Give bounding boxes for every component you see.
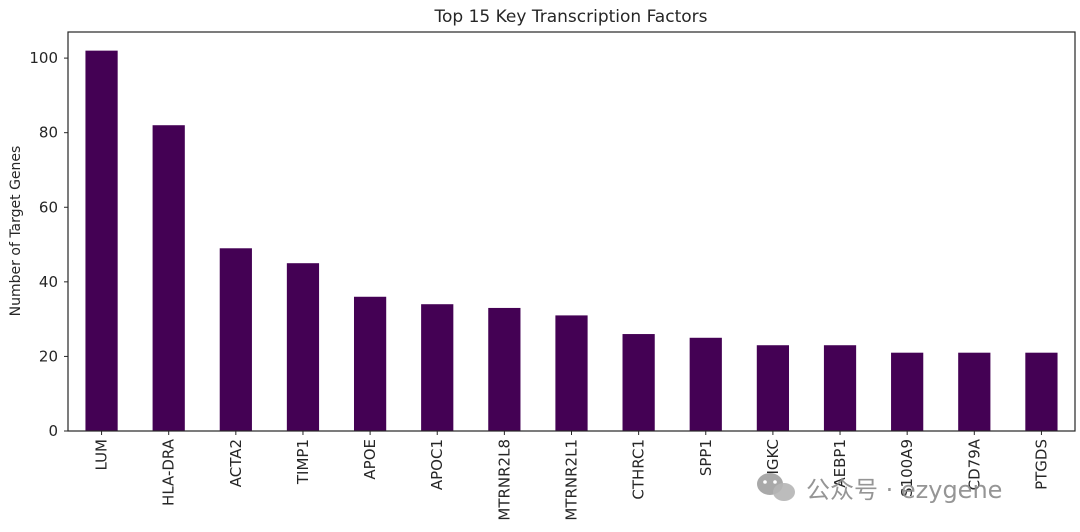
chart-title: Top 15 Key Transcription Factors: [434, 7, 708, 27]
x-tick-label: HLA-DRA: [160, 438, 178, 506]
y-tick-label: 20: [39, 347, 58, 365]
bar-acta2: [219, 248, 252, 431]
x-tick-label: IGKC: [764, 439, 782, 475]
y-tick-label: 40: [39, 273, 58, 291]
x-tick-label: AEBP1: [831, 439, 849, 488]
x-tick-label: CTHRC1: [630, 439, 648, 500]
bar-ptgds: [1025, 352, 1058, 431]
x-tick-label: TIMP1: [294, 439, 312, 485]
bar-apoc1: [421, 304, 454, 431]
watermark: 公众号 · ezygene: [757, 473, 1002, 504]
x-tick-label: LUM: [93, 439, 111, 471]
bar-cd79a: [958, 352, 991, 431]
x-tick-label: MTRNR2L1: [563, 439, 581, 521]
bar-spp1: [689, 337, 722, 431]
x-tick-label: APOC1: [428, 439, 446, 490]
bar-aebp1: [823, 345, 857, 431]
y-tick-label: 100: [29, 49, 58, 67]
y-axis-ticks: 0 20 40 60 80 100: [29, 49, 68, 440]
bar-apoe: [353, 296, 387, 431]
bar-igkc: [756, 345, 790, 431]
x-tick-label: APOE: [361, 439, 379, 480]
x-tick-label: S100A9: [898, 439, 916, 497]
bars-group: [85, 50, 1058, 431]
bar-timp1: [286, 263, 320, 431]
y-tick-label: 60: [39, 198, 58, 216]
x-axis-ticks: LUM HLA-DRA ACTA2 TIMP1 APOE APOC1 MTRNR2L8 MTR…: [93, 431, 1050, 521]
bar-mtrnr2l1: [555, 315, 588, 431]
bar-s100a9: [891, 352, 924, 431]
x-tick-label: PTGDS: [1032, 439, 1050, 490]
y-tick-label: 80: [39, 124, 58, 142]
x-tick-label: ACTA2: [227, 439, 245, 487]
x-tick-label: MTRNR2L8: [495, 439, 513, 521]
wechat-icon: [757, 473, 795, 501]
bar-cthrc1: [622, 334, 655, 431]
bar-hla-dra: [152, 125, 185, 431]
x-tick-label: CD79A: [965, 438, 983, 490]
plot-frame: [67, 31, 1076, 432]
bar-lum: [85, 50, 118, 431]
y-tick-label: 0: [48, 422, 58, 440]
bar-mtrnr2l8: [488, 307, 521, 431]
watermark-text: 公众号 · ezygene: [806, 476, 1002, 504]
x-tick-label: SPP1: [697, 439, 715, 476]
y-axis-label: Number of Target Genes: [8, 146, 24, 317]
